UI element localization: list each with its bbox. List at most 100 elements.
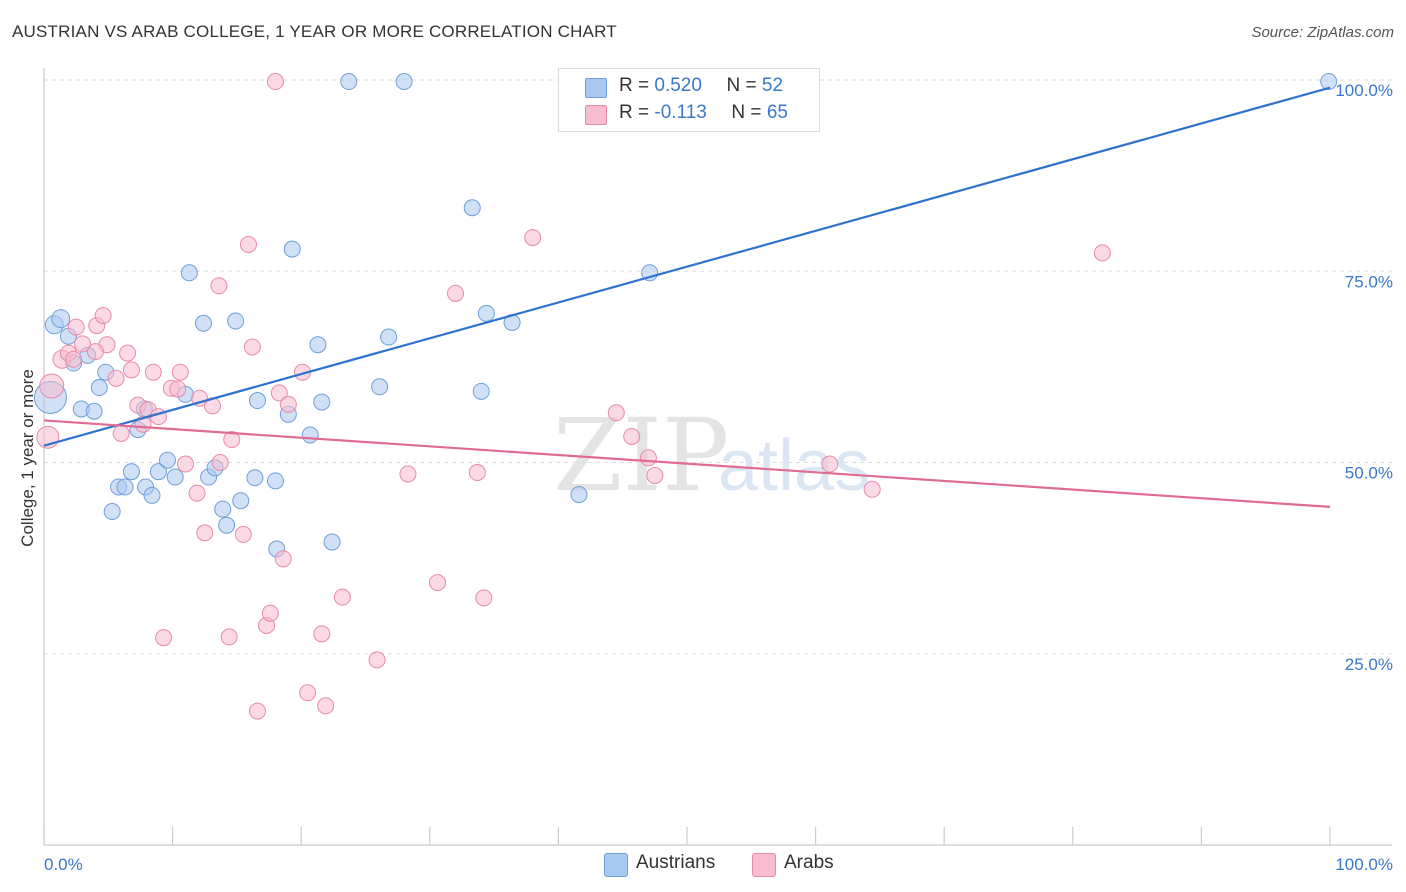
point-arabs [169, 380, 187, 398]
trendline-arabs [43, 419, 1331, 508]
point-austrians [570, 486, 588, 504]
trendline-austrians [43, 86, 1331, 447]
point-austrians [395, 73, 413, 91]
legend-n-label: N = [726, 75, 757, 96]
point-austrians [477, 304, 495, 322]
point-austrians [143, 486, 161, 504]
point-austrians [122, 463, 140, 481]
bottom-legend-label-arabs: Arabs [784, 852, 834, 873]
point-arabs [74, 335, 92, 353]
point-arabs [223, 431, 241, 449]
point-arabs [274, 550, 292, 568]
point-arabs [261, 604, 279, 622]
grid-layer [44, 79, 1392, 655]
legend-n-value: 52 [761, 75, 784, 96]
y-tick-label: 75.0% [1345, 272, 1393, 291]
point-arabs [196, 524, 214, 542]
x-tick-label-max: 100.0% [1335, 855, 1393, 874]
point-arabs [317, 697, 335, 715]
point-arabs [171, 363, 189, 381]
legend-box: R = 0.520 N = 52 R = -0.113 N = 65 [558, 68, 820, 132]
point-arabs [821, 455, 839, 473]
point-arabs [475, 589, 493, 607]
legend-swatch-arabs [585, 105, 607, 125]
point-austrians [158, 451, 176, 469]
point-arabs [122, 361, 140, 379]
point-austrians [283, 240, 301, 258]
bottom-legend-swatch-austrians [604, 853, 628, 877]
label-layer: 25.0% 50.0% 75.0% 100.0% 0.0% 100.0% College, … [18, 81, 1393, 874]
point-arabs [67, 318, 85, 336]
point-arabs [639, 449, 657, 467]
point-arabs [149, 408, 167, 426]
point-arabs [646, 467, 664, 485]
point-arabs [266, 73, 284, 91]
point-arabs [144, 363, 162, 381]
point-arabs [220, 628, 238, 646]
legend-n-value: 65 [766, 102, 788, 123]
bottom-legend-label-austrians: Austrians [636, 852, 716, 873]
point-arabs [623, 427, 641, 445]
bottom-legend: Austrians Arabs [0, 852, 1406, 878]
axis-layer [43, 68, 1392, 846]
trend-layer [43, 86, 1331, 508]
point-arabs [299, 684, 317, 702]
y-tick-label: 25.0% [1345, 655, 1393, 674]
point-arabs [368, 651, 386, 669]
point-arabs [210, 277, 228, 295]
point-arabs [119, 344, 137, 362]
point-austrians [85, 402, 103, 420]
watermark: ZIP atlas [553, 397, 870, 514]
y-tick-label: 50.0% [1345, 464, 1393, 483]
point-arabs [313, 625, 331, 643]
point-austrians [313, 393, 331, 411]
point-austrians [116, 478, 134, 496]
legend-r-value: -0.113 [654, 102, 707, 123]
legend-r-label: R = [619, 102, 650, 123]
point-austrians [248, 392, 266, 410]
point-arabs [270, 384, 288, 402]
point-austrians [103, 502, 121, 520]
legend-swatch-austrians [585, 78, 607, 98]
point-arabs [447, 284, 465, 302]
points-layer [33, 73, 1338, 720]
point-austrians [51, 309, 71, 329]
legend-text-austrians: R = 0.520 N = 52 [619, 75, 783, 97]
point-austrians [472, 382, 490, 400]
point-arabs [429, 574, 447, 592]
point-austrians [246, 469, 264, 487]
point-arabs [279, 395, 297, 413]
point-austrians [266, 472, 284, 490]
point-arabs [86, 343, 104, 361]
point-arabs [399, 465, 417, 483]
point-austrians [149, 463, 167, 481]
point-austrians [371, 378, 389, 396]
point-arabs [524, 229, 542, 247]
point-arabs [468, 463, 486, 481]
point-austrians [301, 426, 319, 444]
point-arabs [333, 588, 351, 606]
watermark-atlas: atlas [718, 426, 870, 506]
point-arabs [211, 454, 229, 471]
point-austrians [214, 500, 232, 518]
point-arabs [155, 629, 173, 647]
point-arabs [863, 480, 881, 498]
point-arabs [39, 373, 65, 399]
point-austrians [194, 314, 212, 332]
point-arabs [188, 484, 206, 502]
point-arabs [239, 235, 257, 253]
point-austrians [166, 468, 184, 486]
legend-text-arabs: R = -0.113 N = 65 [619, 102, 788, 124]
point-austrians [309, 336, 327, 354]
point-austrians [227, 312, 245, 330]
point-austrians [340, 73, 358, 91]
point-austrians [90, 379, 108, 397]
point-austrians [323, 533, 341, 551]
legend-r-value: 0.520 [654, 75, 702, 96]
legend-n-label: N = [731, 102, 762, 123]
point-arabs [234, 525, 252, 543]
point-arabs [65, 350, 83, 368]
point-arabs [243, 338, 261, 356]
chart-source: Source: ZipAtlas.com [1251, 24, 1394, 41]
